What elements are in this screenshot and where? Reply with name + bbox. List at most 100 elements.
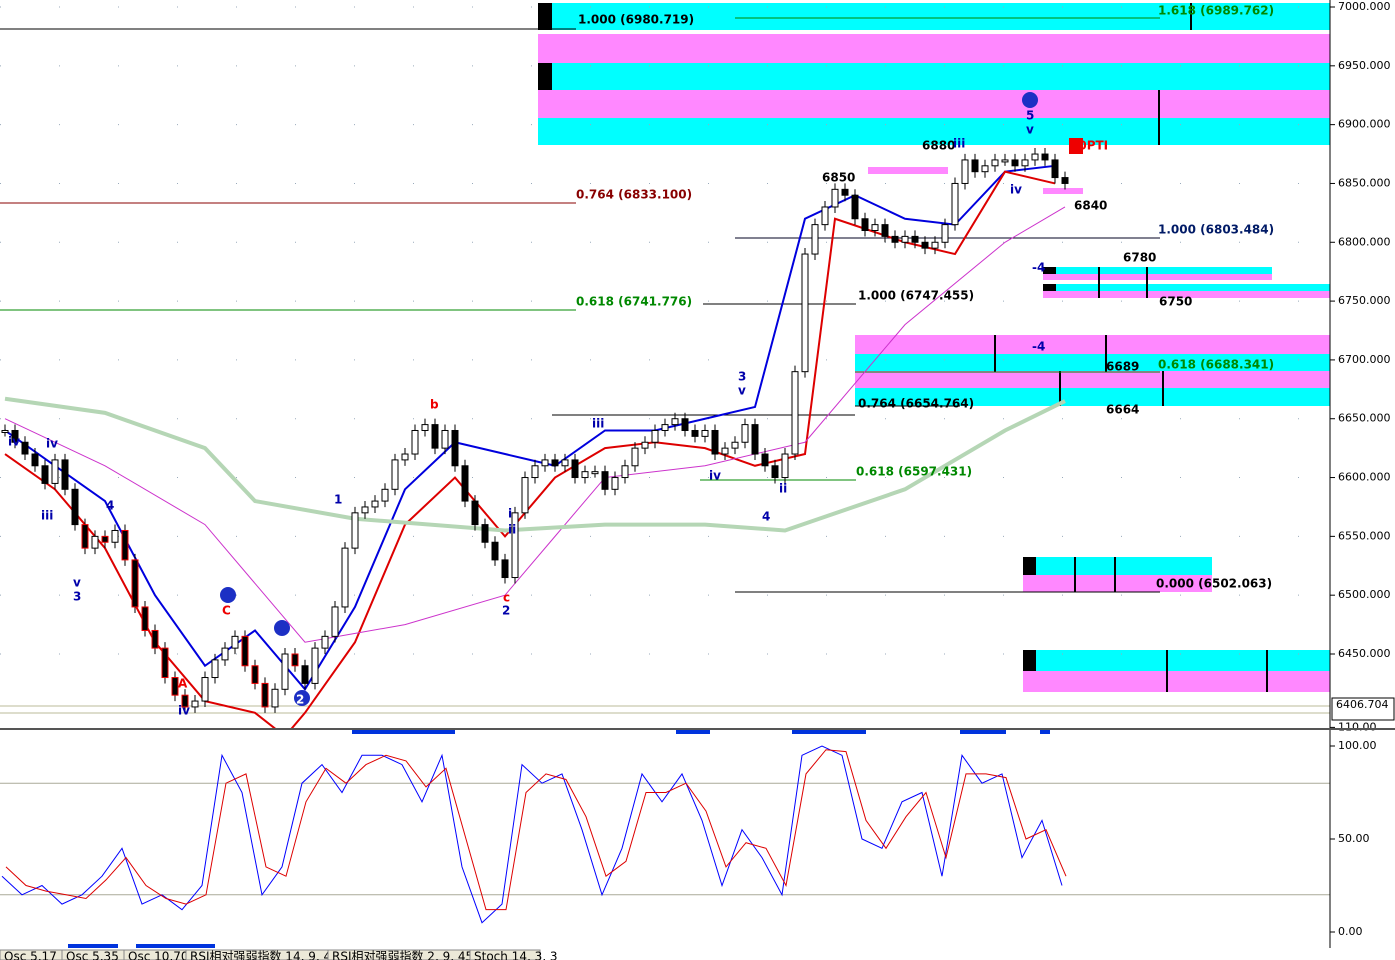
candle [341,547,349,608]
annotation: 6664 [1106,403,1139,417]
annotation: ii [508,523,516,537]
y-tick-label: 6450.000 [1338,647,1391,660]
tab[interactable] [469,949,541,960]
candle [821,206,829,226]
candle [581,471,589,479]
annotation: A [178,677,188,691]
annotation: 6850 [822,171,855,185]
annotation: 0.000 (6502.063) [1156,577,1272,591]
candle [161,647,169,679]
candle [331,606,339,637]
candle [211,659,219,679]
zone [1023,650,1330,671]
candle [111,529,119,543]
annotation: 6880 [922,139,955,153]
signal-bar [1040,730,1050,734]
candle [1,429,9,433]
candle [711,429,719,455]
zone [1023,671,1330,692]
candle [921,241,929,249]
candle [431,424,439,449]
candle [171,677,179,696]
tab-label: RSI相对强弱指数 14, 9, 45 [190,949,339,960]
candle [951,182,959,226]
candle [361,506,369,514]
candle [851,194,859,220]
zone [1023,557,1212,575]
y-tick-label: 6800.000 [1338,235,1391,248]
annotation: 6750 [1159,295,1192,309]
candle [751,424,759,455]
candle [351,512,359,549]
annotation: 1.618 (6989.762) [1158,4,1274,18]
candle [121,529,129,561]
annotation: 6689 [1106,360,1139,374]
candle [281,653,289,690]
stoch-line [1,745,1063,924]
candle [641,441,649,449]
candle [241,635,249,667]
annotation: v [73,576,81,590]
signal-bar [960,730,1006,734]
candle [451,429,459,467]
signal-bar [352,730,455,734]
candle [521,477,529,514]
moving-average [4,396,1066,533]
annotation: c [503,591,510,605]
candle [811,224,819,255]
zone [868,167,948,174]
candle [901,235,909,243]
annotation: 2 [502,604,510,618]
annotation: 3 [738,370,746,384]
candle [71,488,79,526]
annotation: iv [8,435,20,449]
candle [781,453,789,479]
candle [861,218,869,232]
annotation: b [430,398,439,412]
candle [911,235,919,243]
candle [631,447,639,467]
signal-bar [136,944,215,948]
zone [1023,557,1036,575]
candle [91,535,99,549]
annotation: 1.000 (6747.455) [858,289,974,303]
y-tick-label: 6850.000 [1338,176,1391,189]
zone [855,354,1330,371]
candle [201,677,209,702]
annotation: C [222,604,231,618]
candle [1011,159,1019,167]
candle [101,535,109,543]
tab-label: Stoch 14, 3, 3 [474,950,557,960]
annotation: 0.618 (6741.776) [576,295,692,309]
zone [1043,267,1272,274]
candle [421,424,429,431]
tab-label: Osc 5,35 [66,950,119,960]
candle [271,688,279,708]
candle [611,477,619,490]
wave-badge [220,587,236,603]
zone [1043,284,1056,291]
candle [871,224,879,232]
annotation: 1.000 (6803.484) [1158,223,1274,237]
candle [931,241,939,249]
annotation: ii [779,482,787,496]
candle [461,465,469,502]
candle [721,447,729,455]
candle [411,429,419,455]
annotation: 1 [334,493,342,507]
candle [701,429,709,437]
zone [1043,284,1330,291]
zone [1043,267,1056,274]
candle [891,235,899,243]
candle [251,665,259,684]
candle [971,159,979,173]
candle [1051,159,1059,179]
candle [551,459,559,467]
candle [61,459,69,490]
annotation: iii [953,137,965,151]
zone [1043,188,1083,194]
candle [31,453,39,467]
annotation: v [738,384,746,398]
candle [761,453,769,467]
